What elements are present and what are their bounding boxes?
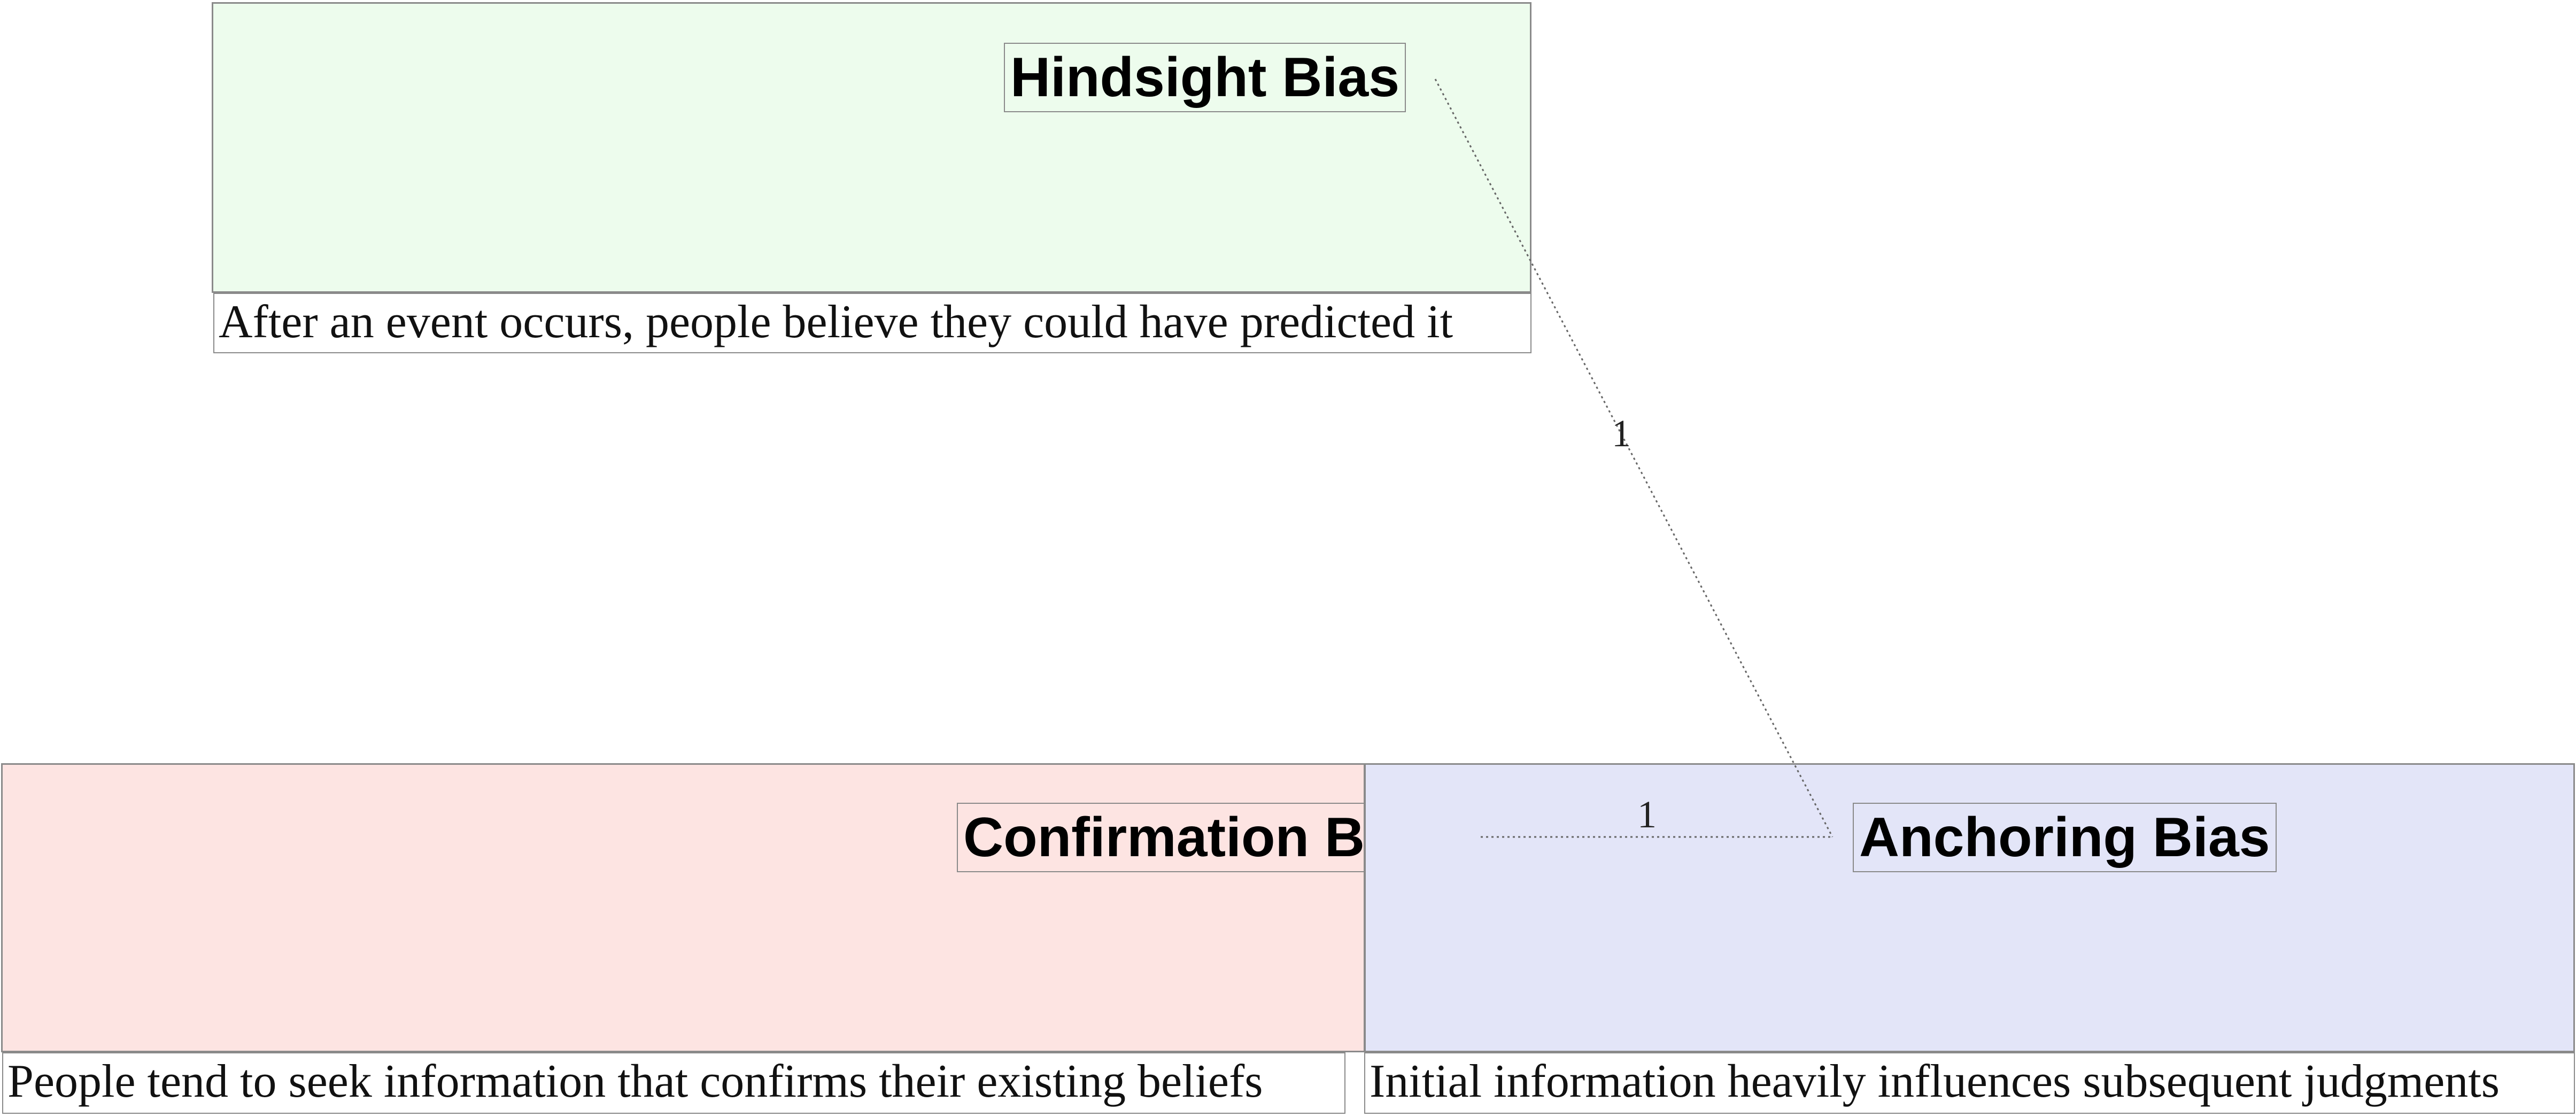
node-anchoring-bias[interactable] (1364, 763, 2575, 1052)
node-hindsight-bias-title: Hindsight Bias (1004, 43, 1406, 112)
edge-label-hindsight-anchoring: 1 (1612, 412, 1631, 455)
node-anchoring-bias-title: Anchoring Bias (1853, 803, 2277, 872)
node-confirmation-bias-description: People tend to seek information that con… (2, 1052, 1345, 1114)
node-confirmation-bias[interactable] (1, 763, 1365, 1052)
node-hindsight-bias[interactable] (212, 2, 1531, 293)
node-anchoring-bias-description: Initial information heavily influences s… (1364, 1052, 2575, 1114)
node-hindsight-bias-description: After an event occurs, people believe th… (213, 293, 1531, 353)
edge-label-confirmation-anchoring: 1 (1637, 793, 1657, 836)
node-confirmation-bias-title: Confirmation Bias (957, 803, 1449, 872)
edge-hindsight-to-anchoring (1434, 79, 1834, 837)
